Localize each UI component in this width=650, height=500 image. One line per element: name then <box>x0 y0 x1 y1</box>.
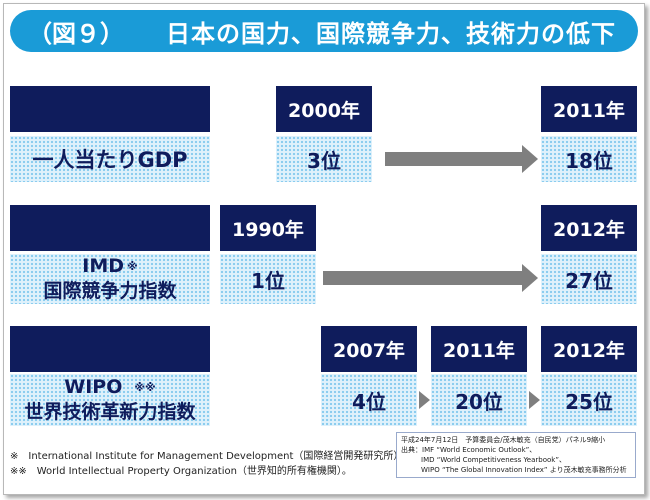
row3-arrow-2 <box>529 391 540 409</box>
source-box: 平成24年7月12日 予算委員会/茂木敏充（自民党）パネル9縮小 出典：IMF … <box>396 432 636 478</box>
row3-rank-2: 20位 <box>431 374 527 426</box>
row1-year-end: 2011年 <box>541 86 637 132</box>
row1-year-start: 2000年 <box>276 86 372 132</box>
row1-rank-end: 18位 <box>541 136 637 182</box>
row3-label-desc: 世界技術革新力指数 <box>24 401 196 423</box>
figure-number: （図９） <box>28 19 124 48</box>
row1-trend-arrow <box>385 145 538 173</box>
row1-rank-start: 3位 <box>276 136 372 182</box>
source-line-1: 平成24年7月12日 予算委員会/茂木敏充（自民党）パネル9縮小 <box>401 436 606 444</box>
footnote-imd: ※ International Institute for Management… <box>10 451 409 462</box>
row3-year-3: 2012年 <box>541 326 637 372</box>
row3-label-header <box>10 326 210 372</box>
row2-label: IMD ※ 国際競争力指数 <box>10 254 210 304</box>
row2-label-desc: 国際競争力指数 <box>43 280 177 302</box>
row2-trend-arrow <box>323 264 538 292</box>
source-line-4: WIPO “The Global Innovation Index” より茂木敏… <box>421 466 627 474</box>
row1-label: 一人当たりGDP <box>10 136 210 182</box>
row2-rank-start: 1位 <box>220 254 316 304</box>
row1-label-header <box>10 86 210 132</box>
title-text: 日本の国力、国際競争力、技術力の低下 <box>166 19 616 48</box>
row3-label: WIPO ※※ 世界技術革新力指数 <box>10 374 210 426</box>
row3-rank-1: 4位 <box>321 374 417 426</box>
row3-arrow-1 <box>419 391 430 409</box>
row2-label-header <box>10 205 210 251</box>
row3-label-name: WIPO <box>64 376 123 398</box>
row2-year-end: 2012年 <box>541 205 637 251</box>
row2-footnote-mark: ※ <box>127 260 138 273</box>
source-line-2: 出典：IMF “World Economic Outlook”、 <box>401 446 537 454</box>
row2-label-name: IMD <box>82 255 125 277</box>
row3-footnote-mark: ※※ <box>134 381 156 394</box>
footnote-wipo: ※※ World Intellectual Property Organizat… <box>10 466 352 477</box>
row2-year-start: 1990年 <box>220 205 316 251</box>
row3-rank-3: 25位 <box>541 374 637 426</box>
slide-title: （図９） 日本の国力、国際競争力、技術力の低下 <box>10 10 638 52</box>
source-line-3: IMD “World Competitiveness Yearbook”、 <box>421 456 566 464</box>
row3-year-2: 2011年 <box>431 326 527 372</box>
row2-rank-end: 27位 <box>541 254 637 304</box>
row3-year-1: 2007年 <box>321 326 417 372</box>
